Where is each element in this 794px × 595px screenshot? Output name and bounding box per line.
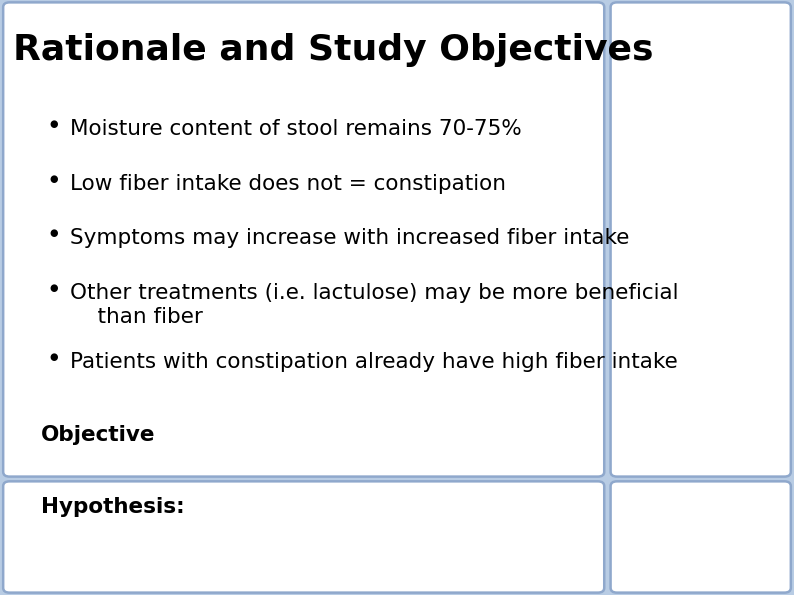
- Text: Patients with constipation already have high fiber intake: Patients with constipation already have …: [70, 352, 677, 372]
- FancyBboxPatch shape: [611, 481, 791, 593]
- FancyBboxPatch shape: [611, 2, 791, 477]
- Text: ●: ●: [50, 119, 58, 129]
- Text: ●: ●: [50, 283, 58, 293]
- Text: Other treatments (i.e. lactulose) may be more beneficial
    than fiber: Other treatments (i.e. lactulose) may be…: [70, 283, 678, 327]
- Text: ●: ●: [50, 174, 58, 184]
- FancyBboxPatch shape: [3, 481, 604, 593]
- Text: ●: ●: [50, 352, 58, 362]
- Text: Moisture content of stool remains 70-75%: Moisture content of stool remains 70-75%: [70, 119, 522, 139]
- Text: ●: ●: [50, 228, 58, 239]
- Text: Rationale and Study Objectives: Rationale and Study Objectives: [13, 33, 653, 67]
- Text: Symptoms may increase with increased fiber intake: Symptoms may increase with increased fib…: [70, 228, 630, 249]
- FancyBboxPatch shape: [3, 2, 604, 477]
- Text: Objective: Objective: [41, 425, 156, 446]
- Text: Low fiber intake does not = constipation: Low fiber intake does not = constipation: [70, 174, 506, 194]
- Text: Hypothesis:: Hypothesis:: [41, 497, 185, 517]
